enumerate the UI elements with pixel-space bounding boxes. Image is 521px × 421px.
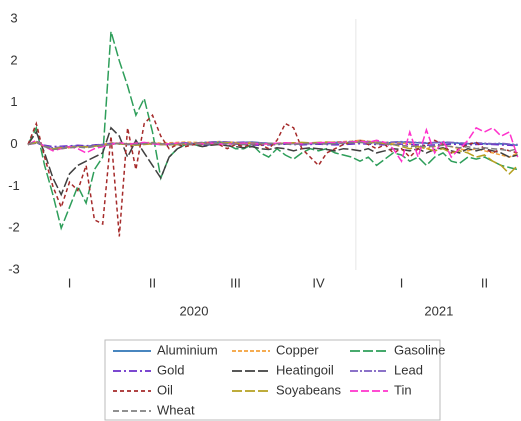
x-tick-label: I — [68, 275, 72, 290]
legend-label: Soyabeans — [276, 382, 342, 397]
series-line — [27, 31, 518, 231]
x-tick-label: II — [481, 275, 488, 290]
series-line — [27, 126, 518, 197]
x-tick-label: II — [149, 275, 156, 290]
y-tick-label: 3 — [10, 10, 17, 25]
y-tick-label: 0 — [10, 136, 17, 151]
y-tick-label: -2 — [8, 220, 20, 235]
legend-label: Lead — [394, 362, 423, 377]
legend-label: Wheat — [157, 402, 195, 417]
series-line — [27, 113, 518, 237]
y-tick-label: 2 — [10, 52, 17, 67]
legend-label: Copper — [276, 342, 319, 357]
legend-label: Oil — [157, 382, 173, 397]
x-tick-label: I — [400, 275, 404, 290]
y-tick-label: 1 — [10, 94, 17, 109]
legend-label: Tin — [394, 382, 412, 397]
legend-label: Gold — [157, 362, 184, 377]
x-tick-label: IV — [312, 275, 325, 290]
y-tick-label: -1 — [8, 178, 20, 193]
series-line — [27, 140, 518, 152]
series-line — [27, 140, 518, 149]
legend-box — [104, 339, 441, 421]
x-group-label: 2020 — [180, 303, 209, 318]
y-tick-label: -3 — [8, 261, 20, 276]
legend-label: Gasoline — [394, 342, 445, 357]
x-tick-label: III — [230, 275, 241, 290]
legend-label: Heatingoil — [276, 362, 334, 377]
x-group-label: 2021 — [424, 303, 453, 318]
legend-label: Aluminium — [157, 342, 218, 357]
